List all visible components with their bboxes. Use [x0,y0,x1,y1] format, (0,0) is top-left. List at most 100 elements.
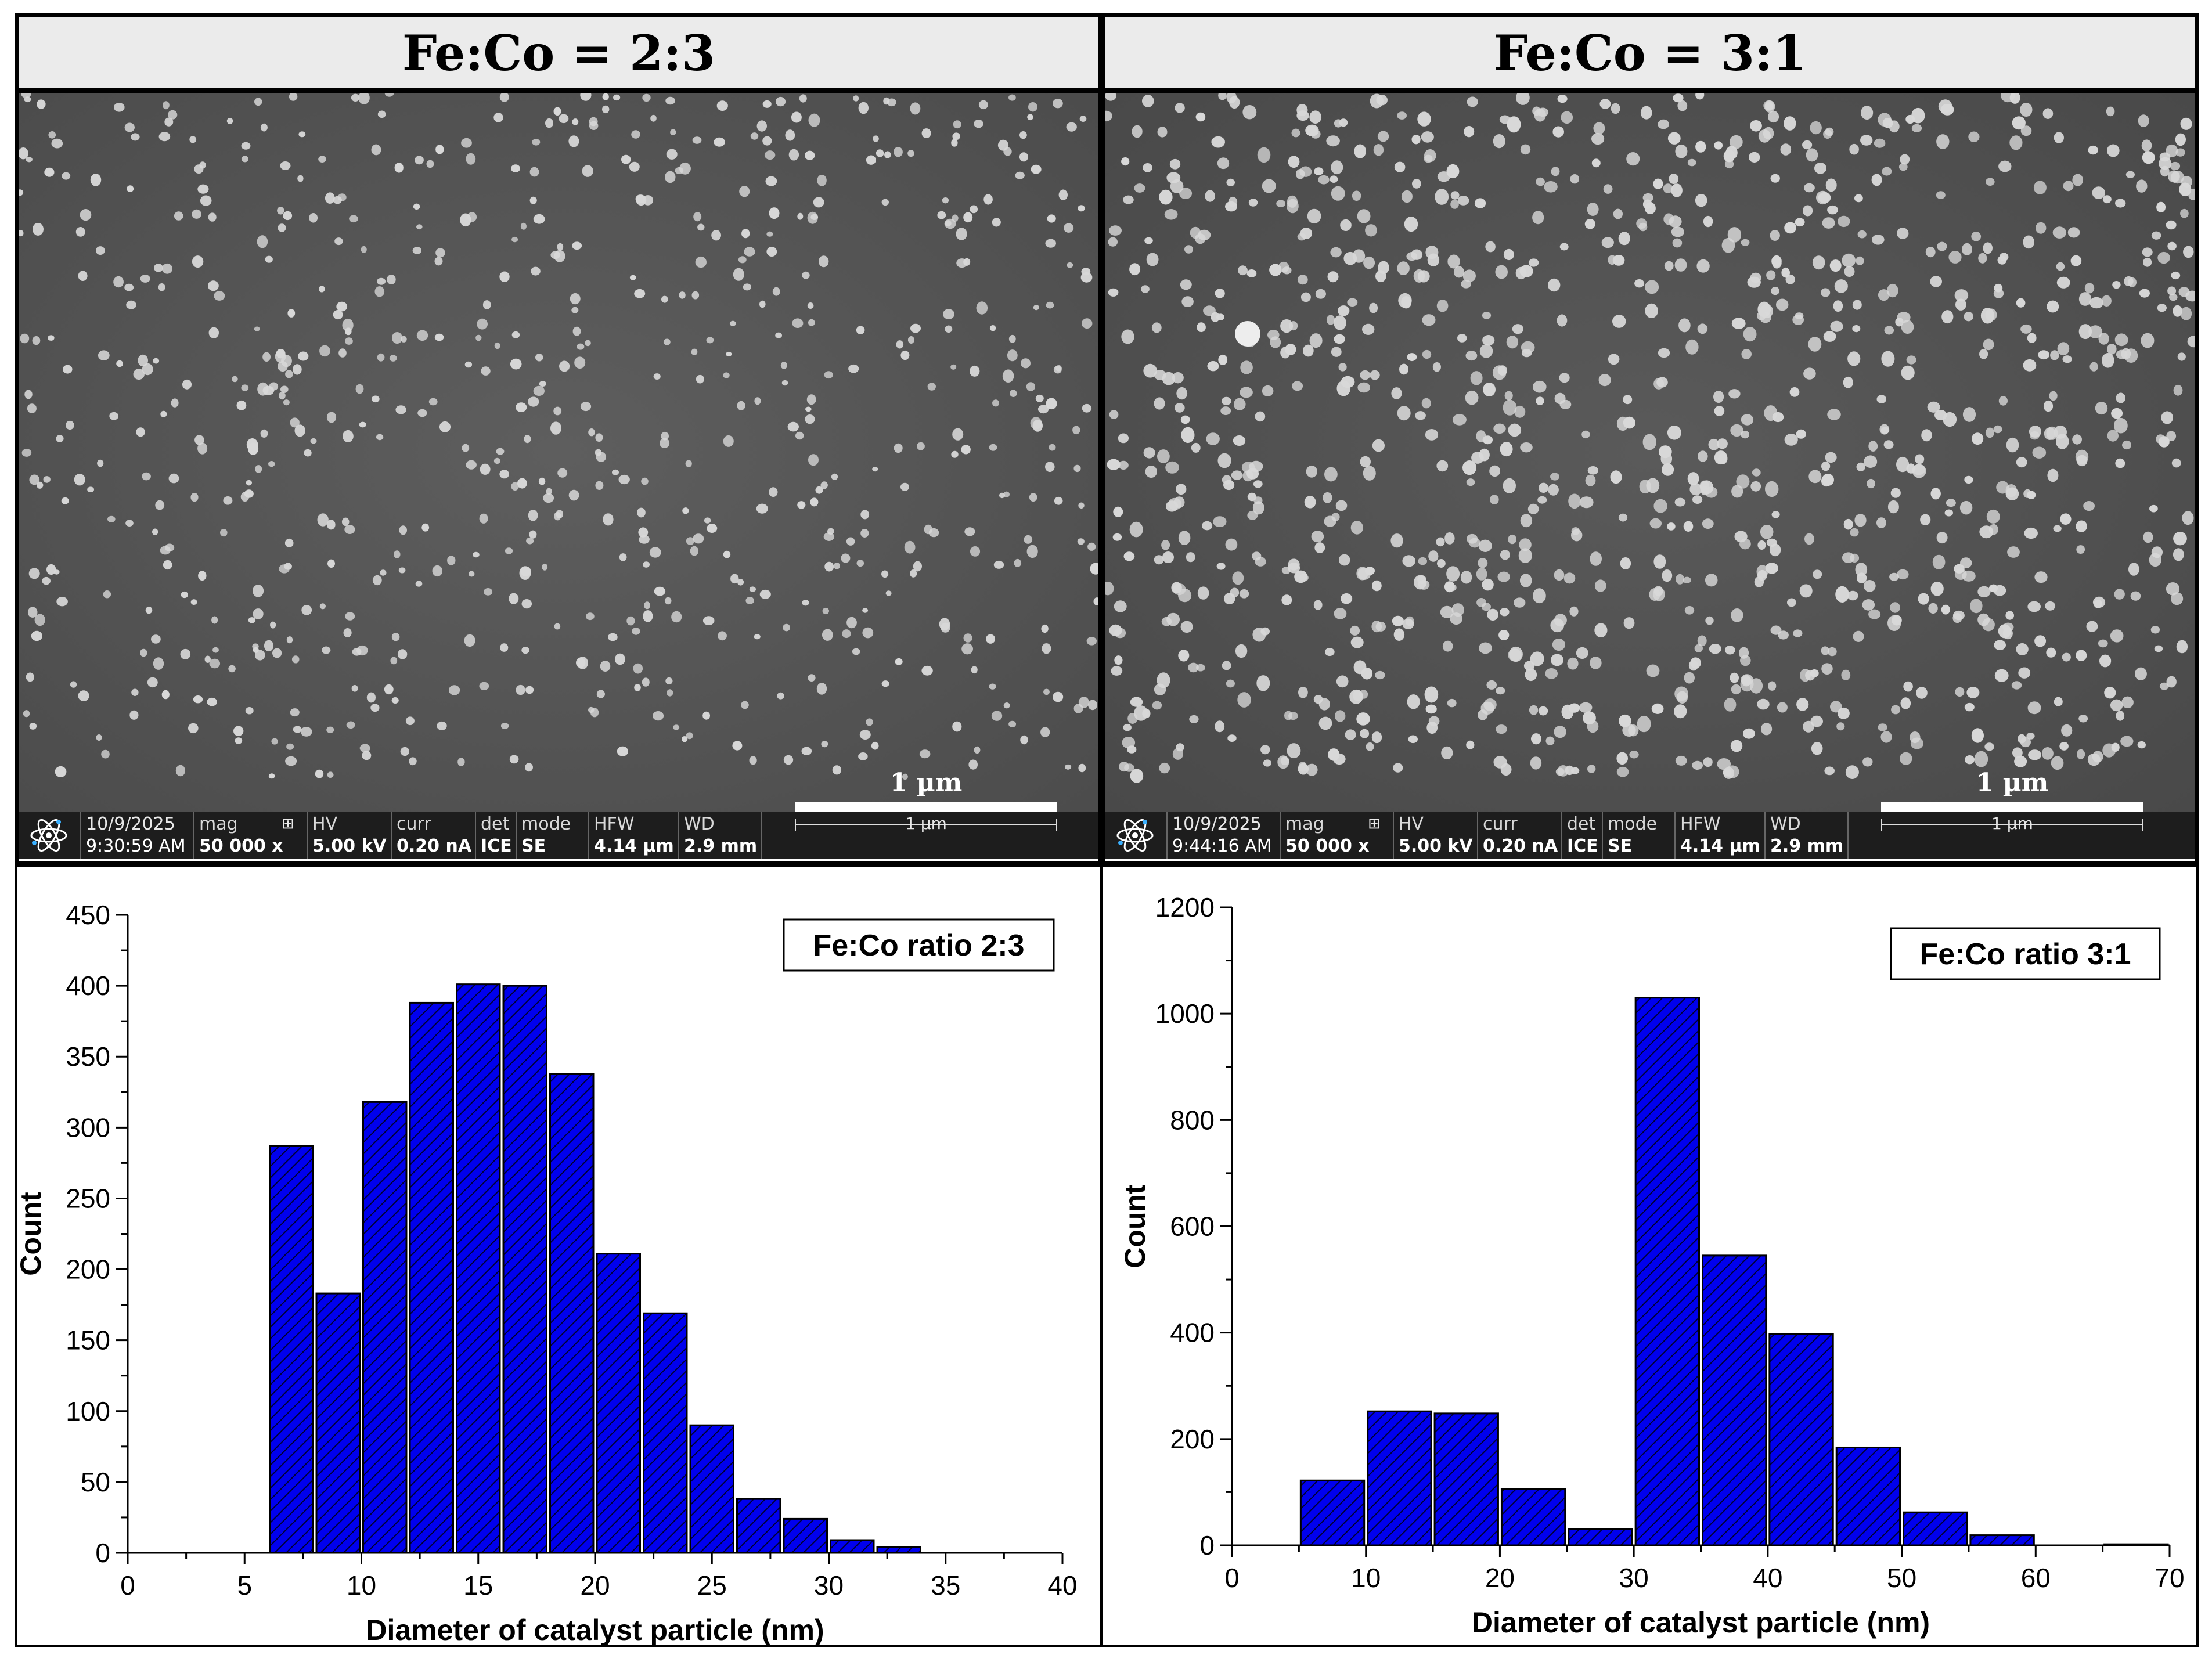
sem-particle [992,218,1001,227]
sem-particle [1073,704,1083,713]
x-tick-label: 25 [697,1570,727,1600]
sem-particle [780,362,787,369]
sem-particle [1897,228,1909,239]
sem-particle [529,530,537,539]
sem-particle [233,726,244,736]
sem-particle [1591,133,1605,145]
sem-particle [461,138,472,148]
sem-particle [1500,763,1512,776]
sem-particle [1519,574,1532,587]
sem-particle [1519,265,1533,277]
sem-particle [1482,335,1495,346]
sem-particle [1035,394,1044,402]
sem-particle [858,752,868,760]
sem-particle [842,629,851,639]
sem-particle [1993,425,2002,434]
sem-particle [1900,697,1911,709]
sem-particle [1723,768,1732,777]
sem-particle [1684,606,1695,615]
sem-particle [1503,478,1516,493]
sem-particle [643,610,653,622]
sem-particle [1143,363,1157,378]
sem-particle [278,361,288,372]
sem-particle [1955,687,1965,697]
sem-particle [921,665,933,676]
sem-particle [808,319,815,326]
sem-particle [1571,767,1580,774]
sem-particle [1833,300,1843,312]
sem-particle [2114,333,2128,347]
sem-particle [1173,496,1185,509]
sem-particle [1425,704,1437,714]
sem-particle [1645,303,1658,318]
histogram-bar [1367,1410,1432,1546]
sem-databar-right: 10/9/2025 9:44:16 AM mag ⊞ 50 000 x HV 5… [1105,812,2195,859]
sem-particle [1026,545,1038,558]
sem-particle [2044,427,2056,440]
sem-particle [2114,417,2128,434]
sem-particle [1289,321,1298,331]
sem-particle [1205,190,1215,202]
sem-particle [253,585,264,597]
sem-particle [1906,463,1916,474]
y-tick-label: 0 [1199,1530,1215,1560]
sem-particle [1227,734,1237,742]
sem-particle [1306,763,1318,776]
sem-particle [1884,326,1894,335]
sem-particle [278,223,286,232]
sem-particle [2036,222,2047,234]
sem-particle [1411,249,1423,260]
sem-particle [1440,605,1454,618]
sem-particle [241,156,248,163]
sem-particle [1808,470,1822,484]
sem-particle [582,165,593,177]
sem-particle [370,704,380,712]
sem-particle [1593,122,1605,135]
sem-particle [394,163,404,173]
sem-particle [1391,387,1402,399]
sem-particle [1758,129,1771,143]
sem-particle [1392,615,1404,626]
sem-particle [1796,698,1809,711]
sem-particle [1508,423,1522,437]
sem-particle [1114,655,1123,665]
sem-particle [1457,334,1467,343]
sem-particle [1653,554,1666,569]
sem-particle [109,412,119,420]
sem-particle [665,96,675,105]
sem-particle [245,707,254,715]
sem-particle [1530,651,1544,666]
sem-particle [910,323,921,333]
sem-particle [1730,424,1743,437]
sem-particle [1211,136,1225,148]
sem-particle [1855,563,1868,577]
sem-particle [56,597,68,607]
sem-particle [1608,255,1617,265]
sem-particle [1109,225,1122,236]
sem-particle [1466,740,1475,749]
sem-particle [585,340,591,347]
sem-particle [426,160,434,168]
sem-particle [2034,571,2048,583]
sem-particle [1864,455,1878,468]
sem-particle [509,593,519,604]
sem-particle [2078,292,2092,306]
sem-particle [1230,587,1240,597]
sem-particle [1667,426,1681,440]
sem-particle [1876,395,1887,403]
sem-particle [1972,432,1984,445]
sem-particle [1334,315,1346,330]
sem-particle [158,283,165,291]
sem-particle [2102,743,2116,758]
x-axis-label: Diameter of catalyst particle (nm) [1472,1606,1930,1639]
sem-particle [695,256,707,268]
sem-particle [1335,500,1348,511]
sem-particle [1994,669,2009,682]
sem-particle [1664,261,1674,271]
sem-particle [322,646,331,654]
sem-particle [866,718,873,726]
sem-particle [520,566,531,576]
sem-particle [1425,429,1439,441]
sem-particle [682,736,688,742]
scale-bar-left [795,802,1057,812]
